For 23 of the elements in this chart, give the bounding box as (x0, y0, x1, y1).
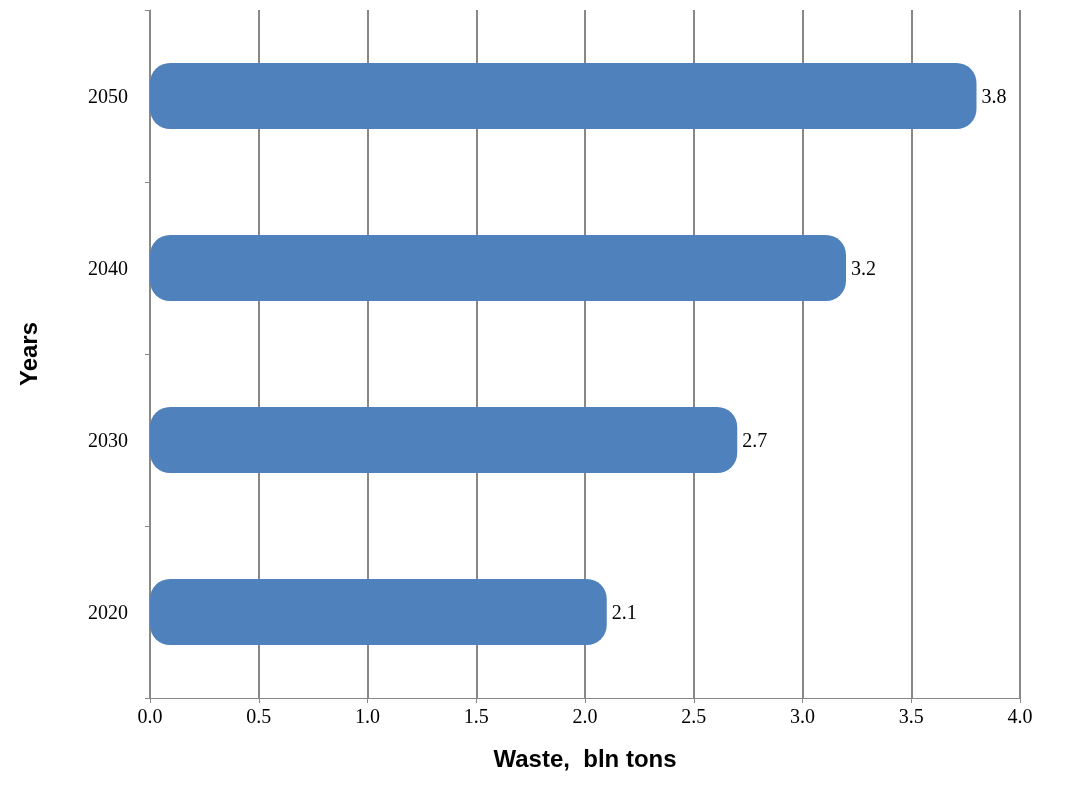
x-tick-label: 0.0 (137, 705, 163, 727)
bar (150, 407, 738, 473)
y-tick-label: 2040 (88, 257, 128, 279)
bar (150, 63, 977, 129)
data-label: 2.1 (611, 601, 637, 623)
x-tick-label: 1.0 (355, 705, 380, 727)
x-tick-label: 2.5 (681, 705, 707, 727)
y-tick-label: 2020 (88, 601, 128, 623)
bar (150, 235, 846, 301)
x-tick-label: 1.5 (463, 705, 489, 727)
y-tick-label: 2030 (88, 429, 128, 451)
bar (150, 579, 607, 645)
y-axis-title: Years (14, 321, 42, 387)
x-tick-label: 4.0 (1007, 705, 1033, 727)
data-label: 3.8 (981, 85, 1007, 107)
x-tick-label: 0.5 (246, 705, 272, 727)
x-axis-title: Waste, bln tons (493, 744, 677, 772)
x-tick-label: 3.5 (898, 705, 924, 727)
data-label: 3.2 (851, 257, 876, 279)
x-tick-label: 2.0 (572, 705, 598, 727)
y-tick-label: 2050 (88, 85, 128, 107)
x-tick-label: 3.0 (790, 705, 815, 727)
data-label: 2.7 (742, 429, 768, 451)
